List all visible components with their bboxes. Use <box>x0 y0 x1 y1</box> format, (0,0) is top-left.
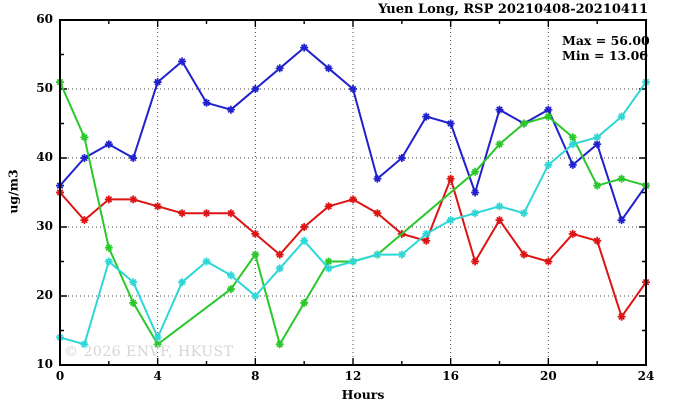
y-tick-label: 20 <box>36 288 53 302</box>
min-value-label: Min = 13.00 <box>562 48 648 63</box>
x-tick-label: 0 <box>55 369 65 383</box>
x-tick-label: 24 <box>637 369 655 383</box>
stats-annotation: Max = 56.00 Min = 13.00 <box>562 33 650 63</box>
plot-border <box>59 19 647 366</box>
watermark: © 2026 ENVF, HKUST <box>64 344 234 360</box>
x-tick-label: 20 <box>539 369 557 383</box>
x-axis-label: Hours <box>341 387 385 402</box>
green-series-line <box>59 81 647 346</box>
chart-title: Yuen Long, RSP 20210408-20210411 <box>378 2 648 17</box>
y-axis-label: ug/m3 <box>5 169 21 214</box>
max-value-label: Max = 56.00 <box>562 33 650 48</box>
y-tick-label: 30 <box>36 219 53 233</box>
y-tick-label: 40 <box>36 150 53 164</box>
blue-series-line <box>59 46 647 222</box>
x-tick-label: 8 <box>251 369 260 383</box>
y-tick-label: 60 <box>36 12 53 26</box>
y-tick-label: 50 <box>36 81 53 95</box>
x-tick-label: 16 <box>442 369 459 383</box>
x-tick-label: 4 <box>153 369 162 383</box>
x-tick-label: 12 <box>344 369 362 383</box>
y-tick-label: 10 <box>36 357 53 371</box>
